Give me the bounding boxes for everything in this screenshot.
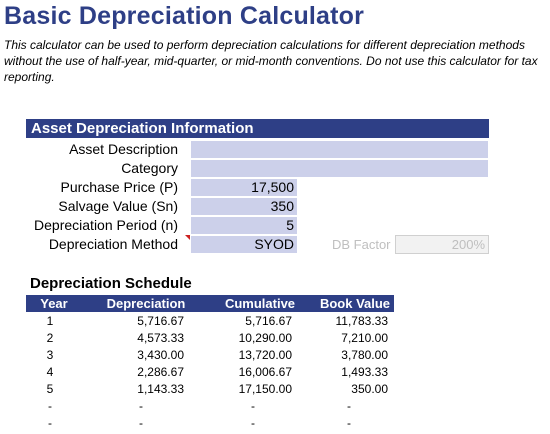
- cell-cumulative: 16,006.67: [238, 365, 292, 379]
- category-label: Category: [121, 160, 178, 176]
- column-header-cumulative: Cumulative: [224, 296, 296, 311]
- asset-description-label: Asset Description: [69, 141, 178, 157]
- cell-book-value: 3,780.00: [341, 348, 388, 362]
- schedule-header-bar: [26, 295, 394, 312]
- asset-description-input[interactable]: [190, 140, 489, 159]
- cell-book-value: -: [347, 399, 351, 413]
- cell-depreciation: -: [139, 399, 143, 413]
- description-text: This calculator can be used to perform d…: [4, 38, 538, 84]
- asset-section-header: Asset Depreciation Information: [26, 119, 489, 138]
- cell-book-value: 11,783.33: [335, 314, 389, 328]
- cell-cumulative: 5,716.67: [245, 314, 292, 328]
- cell-depreciation: 4,573.33: [137, 331, 184, 345]
- purchase-price-label: Purchase Price (P): [60, 179, 178, 195]
- cell-depreciation: 1,143.33: [137, 382, 184, 396]
- depreciation-period-label: Depreciation Period (n): [34, 217, 178, 233]
- cell-depreciation: 5,716.67: [137, 314, 184, 328]
- cell-book-value: 7,210.00: [341, 331, 388, 345]
- purchase-price-input[interactable]: 17,500: [190, 178, 298, 197]
- cell-cumulative: 17,150.00: [238, 382, 292, 396]
- cell-book-value: -: [347, 416, 351, 430]
- cell-year: 4: [46, 365, 54, 379]
- cell-depreciation: -: [139, 416, 143, 430]
- cell-cumulative: 10,290.00: [238, 331, 292, 345]
- depreciation-period-input[interactable]: 5: [190, 216, 298, 235]
- depreciation-method-label: Depreciation Method: [48, 236, 178, 252]
- cell-year: 1: [46, 314, 54, 328]
- cell-book-value: 1,493.33: [341, 365, 388, 379]
- page-title: Basic Depreciation Calculator: [4, 2, 365, 30]
- column-header-book-value: Book Value: [319, 296, 391, 311]
- cell-depreciation: 3,430.00: [137, 348, 184, 362]
- cell-cumulative: -: [251, 399, 255, 413]
- db-factor-input[interactable]: 200%: [395, 235, 489, 254]
- category-input[interactable]: [190, 159, 489, 178]
- cell-year: 2: [46, 331, 54, 345]
- cell-year: 5: [46, 382, 54, 396]
- column-header-depreciation: Depreciation: [106, 296, 186, 311]
- db-factor-label: DB Factor: [332, 237, 391, 252]
- cell-cumulative: -: [251, 416, 255, 430]
- cell-cumulative: 13,720.00: [238, 348, 292, 362]
- salvage-value-input[interactable]: 350: [190, 197, 298, 216]
- comment-indicator-icon[interactable]: [185, 235, 190, 240]
- column-header-year: Year: [40, 296, 68, 311]
- cell-depreciation: 2,286.67: [137, 365, 184, 379]
- cell-year: 3: [46, 348, 54, 362]
- depreciation-method-select[interactable]: SYOD: [190, 235, 298, 254]
- cell-year: -: [48, 399, 52, 413]
- salvage-value-label: Salvage Value (Sn): [58, 198, 178, 214]
- schedule-title: Depreciation Schedule: [30, 275, 192, 292]
- cell-year: -: [48, 416, 52, 430]
- cell-book-value: 350.00: [351, 382, 388, 396]
